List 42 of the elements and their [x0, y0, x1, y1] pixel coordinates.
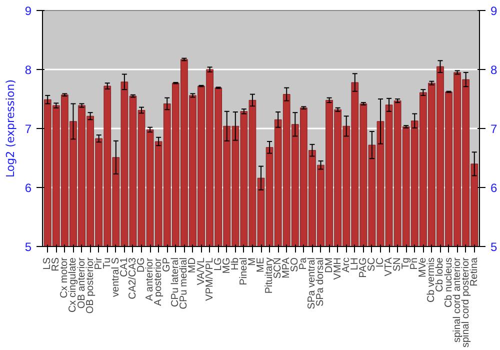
y-tick-label: 7 — [24, 122, 32, 136]
x-tick-label: DM — [324, 257, 335, 274]
y2-tick-label: 9 — [490, 4, 498, 18]
x-tick-label: CA2/CA3 — [127, 257, 138, 300]
x-tick-label: CA1 — [118, 257, 130, 277]
x-tick-label: Pineal — [238, 257, 250, 286]
x-tick-label: M — [246, 257, 258, 266]
y2-tick-label: 7 — [490, 122, 498, 136]
x-tick-label: Retina — [468, 257, 480, 286]
y2-tick-label: 5 — [490, 240, 498, 254]
x-tick-label: SC — [366, 257, 378, 272]
y-axis-title: Log2 (expression) — [4, 79, 17, 178]
y-tick-label: 9 — [24, 4, 32, 18]
x-tick-label: Pir — [93, 256, 104, 270]
x-tick-label: OB anterior — [76, 256, 88, 309]
x-tick-label: spinal cord posterior — [460, 256, 472, 348]
x-tick-label: Tu — [102, 257, 113, 269]
x-tick-label: VPM/VPL — [204, 257, 216, 301]
x-tick-label: ventral S — [110, 257, 122, 297]
x-tick-label: Arc — [340, 258, 352, 272]
x-tick-label: OB posterior — [84, 256, 96, 314]
y-tick-label: 5 — [24, 240, 32, 254]
y2-tick-label: 8 — [490, 63, 498, 77]
x-tick-label: PAG — [358, 257, 369, 278]
x-tick-label: IC — [374, 258, 386, 268]
x-tick-label: Cx cingulate — [68, 257, 79, 313]
x-tick-label: Pituitary — [264, 258, 276, 294]
x-tick-label: ME — [256, 257, 266, 272]
x-tick-label: spinal cord anterior — [452, 256, 463, 343]
x-tick-label: A posterior — [153, 257, 164, 306]
y-tick-label: 8 — [24, 63, 32, 77]
y2-tick-label: 6 — [490, 181, 498, 195]
x-tick-label: VMH — [332, 257, 344, 280]
y-tick-label: 6 — [24, 181, 32, 195]
x-tick-label: Hb — [230, 257, 241, 270]
x-tick-label: LG — [212, 257, 224, 271]
x-tick-label: Cb lobe — [434, 257, 446, 292]
x-tick-label: SPa dorsal — [315, 257, 326, 306]
x-tick-label: Cb nucleus — [443, 258, 454, 308]
x-tick-label: Tg — [400, 258, 412, 270]
x-tick-label: RS — [50, 257, 62, 272]
x-tick-label: LH — [349, 257, 360, 270]
